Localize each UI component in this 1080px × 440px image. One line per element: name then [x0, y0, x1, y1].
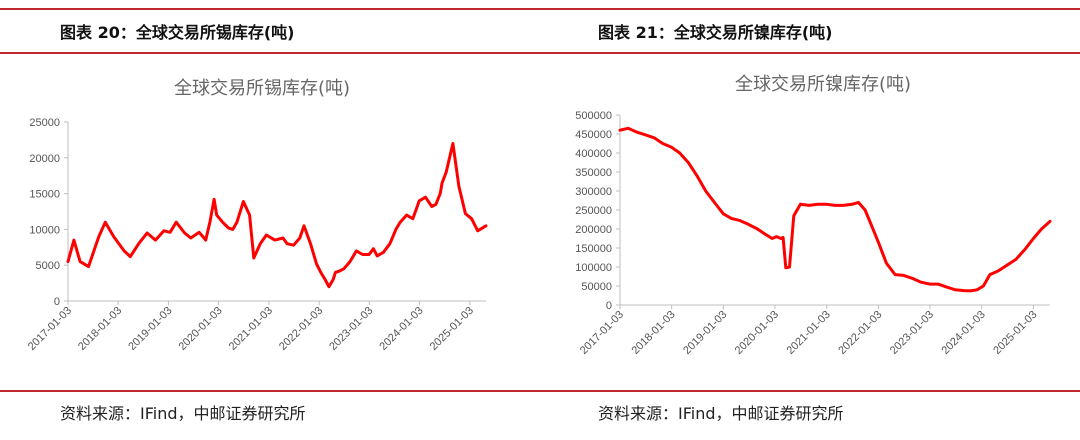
x-tick-label: 2018-01-03 — [76, 305, 124, 353]
x-tick-label: 2019-01-03 — [126, 305, 174, 353]
y-tick-label: 50000 — [581, 281, 612, 293]
x-tick-label: 2018-01-03 — [629, 309, 677, 357]
x-tick-label: 2020-01-03 — [176, 305, 224, 353]
y-tick-label: 150000 — [575, 243, 612, 255]
x-tick-label: 2021-01-03 — [227, 305, 275, 353]
x-tick-label: 2021-01-03 — [785, 309, 833, 357]
top-rule — [0, 8, 1080, 10]
source-note-tin: 资料来源：IFind，中邮证券研究所 — [60, 404, 306, 423]
y-tick-label: 350000 — [575, 167, 612, 179]
y-tick-label: 250000 — [575, 205, 612, 217]
x-tick-label: 2025-01-03 — [991, 309, 1039, 357]
y-tick-label: 300000 — [575, 186, 612, 198]
x-tick-label: 2025-01-03 — [428, 305, 476, 353]
y-tick-label: 5000 — [36, 260, 60, 272]
series-line — [66, 142, 488, 289]
x-tick-label: 2022-01-03 — [277, 305, 325, 353]
header-rule — [0, 52, 1080, 54]
source-note-nickel: 资料来源：IFind，中邮证券研究所 — [598, 404, 844, 423]
x-tick-label: 2017-01-03 — [26, 305, 74, 353]
panel-title-tin: 图表 20：全球交易所锡库存(吨) — [60, 23, 295, 42]
y-tick-label: 0 — [54, 296, 60, 308]
nickel-inventory-chart: 全球交易所镍库存(吨) 0 50000 100000 150000 200000 25000… — [575, 74, 1052, 357]
x-tick-label: 2019-01-03 — [681, 309, 729, 357]
y-tick-label: 0 — [606, 300, 612, 312]
x-tick-label: 2023-01-03 — [888, 309, 936, 357]
y-tick-label: 10000 — [29, 224, 60, 236]
y-tick-label: 400000 — [575, 148, 612, 160]
x-tick-label: 2023-01-03 — [327, 305, 375, 353]
x-tick-label: 2020-01-03 — [733, 309, 781, 357]
x-tick-label: 2024-01-03 — [377, 305, 425, 353]
y-tick-label: 15000 — [29, 189, 60, 201]
chart-title: 全球交易所镍库存(吨) — [735, 74, 911, 95]
x-tick-label: 2022-01-03 — [836, 309, 884, 357]
footer-rule — [0, 390, 1080, 392]
chart-title: 全球交易所锡库存(吨) — [174, 78, 350, 99]
series-line — [618, 126, 1052, 293]
y-tick-label: 100000 — [575, 262, 612, 274]
y-tick-label: 500000 — [575, 110, 612, 122]
y-tick-label: 450000 — [575, 129, 612, 141]
y-tick-label: 20000 — [29, 153, 60, 165]
x-tick-label: 2017-01-03 — [578, 309, 626, 357]
y-tick-label: 200000 — [575, 224, 612, 236]
panel-title-nickel: 图表 21：全球交易所镍库存(吨) — [598, 23, 833, 42]
tin-inventory-chart: 全球交易所锡库存(吨) 0 5000 10000 15000 20000 25000 2017… — [26, 78, 488, 353]
x-tick-label: 2024-01-03 — [939, 309, 987, 357]
y-tick-label: 25000 — [29, 117, 60, 129]
